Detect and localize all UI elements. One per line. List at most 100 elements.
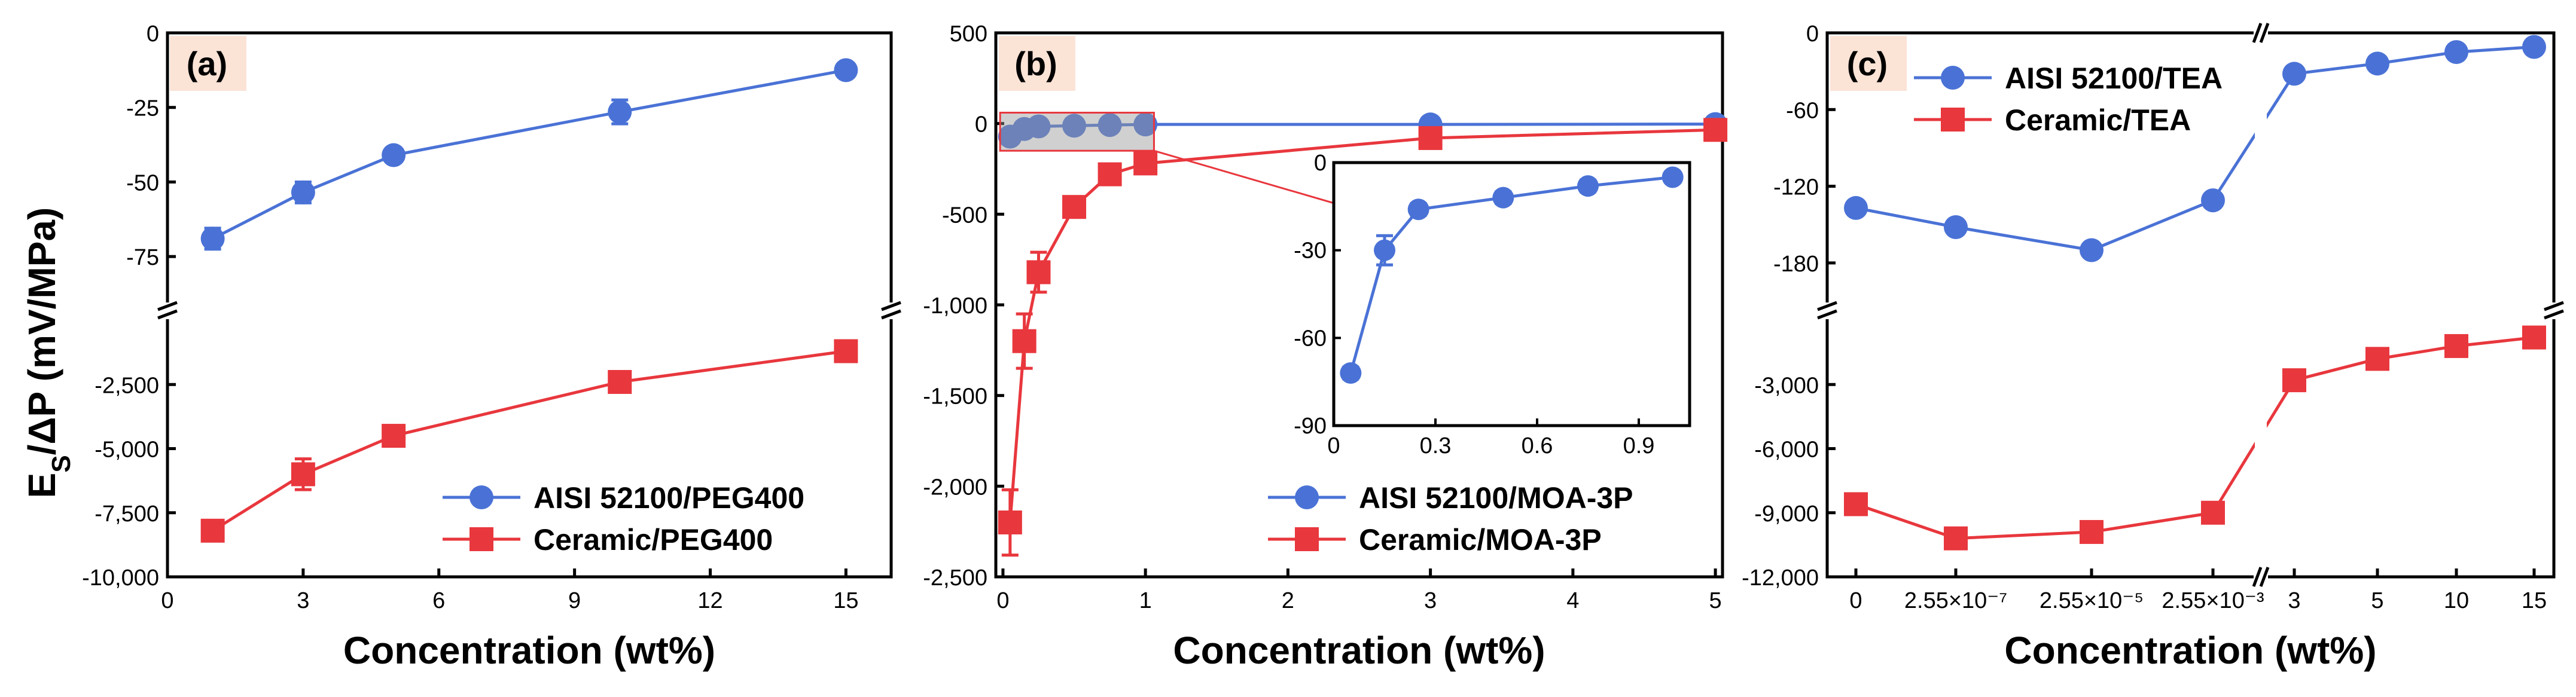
data-point	[1703, 118, 1728, 142]
inset-y-tick-label: -60	[1294, 326, 1327, 351]
data-point	[608, 100, 632, 124]
x-tick-label: 1	[1139, 588, 1152, 613]
legend-marker	[1941, 108, 1965, 132]
axis-break-mark	[2259, 23, 2270, 43]
inset-data-point	[1340, 362, 1362, 384]
x-tick-label: 12	[697, 588, 723, 613]
legend-marker	[1295, 485, 1319, 509]
panel-c: 0 2.55×10⁻⁷ 2.55×10⁻⁵ 2.55×10⁻³ 3 5 10 15 0 -60 -1…	[1742, 22, 2565, 672]
inset-y-tick-label: 0	[1314, 151, 1327, 176]
axis-break-mark	[2544, 301, 2564, 311]
series-line	[212, 68, 846, 240]
x-tick-label: 15	[2522, 588, 2547, 613]
y-tick-label: -2,000	[923, 475, 987, 500]
axis-break-mark	[1817, 309, 1837, 320]
y-tick-label: -12,000	[1742, 565, 1819, 591]
data-point	[2444, 334, 2468, 358]
y-axis-title-rest: /ΔP (mV/MPa)	[20, 207, 63, 456]
data-point	[1062, 114, 1087, 138]
axis-break-mark	[1817, 301, 1837, 311]
y-tick-label: -50	[126, 170, 159, 195]
x-axis-title: Concentration (wt%)	[1173, 629, 1545, 672]
x-tick-label: 9	[568, 588, 581, 613]
y-tick-label: -75	[126, 245, 159, 270]
y-tick-label: -25	[126, 96, 159, 121]
x-tick-label: 10	[2444, 588, 2469, 613]
data-point	[2201, 188, 2225, 213]
axis-break-mark	[881, 309, 901, 320]
panel-b: 0 1 2 3 4 5 500 0 -500 -1,000 -1,500 -2,000 -2,500 Co…	[923, 22, 1728, 672]
axis-break-mark	[2252, 23, 2263, 43]
data-point	[608, 369, 632, 394]
inset-background	[1334, 163, 1690, 426]
x-tick-label: 6	[432, 588, 445, 613]
data-point	[1026, 260, 1051, 285]
x-tick-label: 3	[297, 588, 309, 613]
x-tick-label: 15	[833, 588, 858, 613]
data-point	[2365, 51, 2389, 76]
inset-data-point	[1577, 175, 1599, 197]
legend-label: Ceramic/PEG400	[534, 523, 773, 557]
data-point	[2080, 519, 2104, 544]
y-tick-label: -5,000	[94, 438, 159, 463]
inset-data-point	[1407, 198, 1429, 221]
data-point	[200, 518, 225, 543]
legend-label: Ceramic/TEA	[2005, 103, 2191, 137]
y-tick-label: -3,000	[1754, 373, 1819, 398]
panel-label-bg	[999, 36, 1075, 91]
x-axis-title: Concentration (wt%)	[2004, 629, 2376, 672]
panel-label: (c)	[1847, 45, 1888, 82]
data-point	[2365, 347, 2389, 371]
y-tick-label: -1,500	[923, 384, 987, 409]
axis-break-mark	[157, 309, 178, 320]
legend-label: AISI 52100/MOA-3P	[1359, 481, 1633, 515]
x-tick-label: 2.55×10⁻³	[2162, 588, 2264, 613]
panel-label: (b)	[1014, 45, 1057, 82]
panel-label-bg	[1830, 36, 1907, 91]
y-axis-title-main: E	[20, 473, 63, 499]
legend-marker	[1295, 527, 1319, 551]
data-point	[200, 227, 225, 251]
data-point	[834, 339, 858, 363]
axis-break-mark	[881, 301, 901, 311]
zoom-connector	[1154, 149, 1355, 210]
y-axis-title-sub: S	[47, 455, 76, 472]
x-tick-label: 5	[2371, 588, 2383, 613]
x-axis-title: Concentration (wt%)	[343, 629, 715, 672]
y-tick-label: -7,500	[94, 502, 159, 527]
line-break-gap	[2255, 412, 2267, 454]
x-tick-label: 0	[996, 588, 1009, 613]
data-point	[834, 58, 858, 82]
data-point	[382, 143, 406, 167]
y-tick-label: -180	[1773, 252, 1819, 277]
data-point	[2080, 238, 2104, 262]
legend-marker	[470, 485, 493, 509]
panel-label-bg	[170, 36, 246, 91]
legend-marker	[470, 527, 493, 551]
legend-label: Ceramic/MOA-3P	[1359, 523, 1602, 557]
data-point	[1098, 162, 1122, 187]
data-point	[1133, 151, 1158, 176]
x-tick-label: 0	[1849, 588, 1862, 613]
y-tick-label: -10,000	[82, 565, 159, 591]
inset-data-point	[1662, 166, 1684, 188]
inset-y-tick-label: -90	[1294, 414, 1327, 439]
y-tick-label: 0	[147, 22, 159, 47]
y-tick-label: 0	[1806, 22, 1819, 47]
inset-data-point	[1374, 239, 1395, 261]
data-point	[1944, 215, 1968, 239]
data-point	[1012, 329, 1037, 353]
legend-marker	[1941, 66, 1965, 90]
data-point	[1098, 113, 1122, 137]
data-point	[1062, 195, 1087, 219]
data-point	[2201, 500, 2225, 525]
series-line	[1855, 336, 2535, 540]
y-tick-label: -2,500	[923, 565, 987, 591]
inset-x-tick-label: 0	[1327, 433, 1340, 458]
data-point	[2522, 35, 2546, 59]
series-line	[1855, 45, 2535, 252]
inset-series-line	[1349, 175, 1673, 374]
inset-x-tick-label: 0.9	[1623, 433, 1655, 458]
y-axis-title: ES/ΔP (mV/MPa)	[20, 207, 76, 499]
